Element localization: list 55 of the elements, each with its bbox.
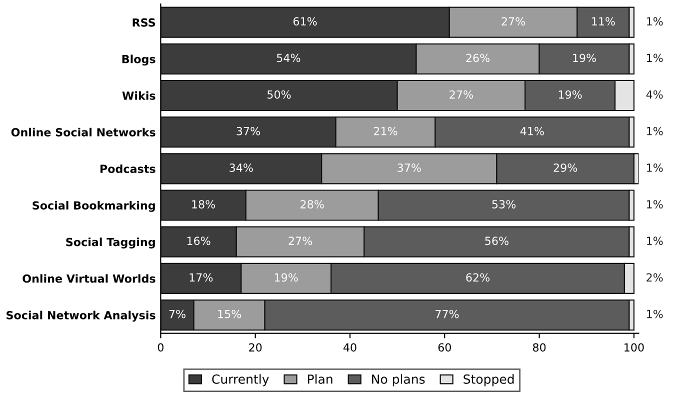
data-label: 16% [187,236,210,246]
legend-label: Currently [212,374,269,386]
data-label: 37% [236,126,260,136]
data-label: 56% [485,236,508,246]
data-label: 2% [646,273,663,282]
data-label: 62% [466,273,490,282]
data-label: 27% [502,17,525,26]
x-tick-label: 0 [158,343,164,352]
y-tick-label: Social Bookmarking [32,201,155,212]
data-label: 1% [646,200,663,208]
data-label: 1% [646,310,663,318]
y-tick-label: Blogs [122,54,156,66]
x-tick-label: 40 [343,343,356,352]
data-label: 29% [554,163,578,172]
data-label: 17% [190,273,213,282]
data-label: 15% [218,310,242,318]
data-label: 27% [450,90,473,99]
data-label: 61% [293,17,317,26]
data-label: 27% [288,236,312,246]
data-label: 1% [646,126,663,136]
y-tick-label: Online Social Networks [11,128,156,136]
data-label: 7% [169,310,186,318]
data-label: 19% [573,54,596,62]
data-label: 34% [230,163,253,172]
legend-label: Stopped [464,374,514,386]
data-label: 19% [558,90,582,99]
data-label: 21% [374,126,398,136]
data-label: 37% [398,163,421,172]
x-tick-label: 60 [438,343,451,352]
data-label: 28% [300,200,324,208]
data-label: 11% [592,17,615,26]
data-label: 26% [466,54,490,62]
y-tick-label: Social Tagging [66,238,155,248]
data-label: 1% [646,17,663,26]
data-label: 1% [646,236,663,246]
x-tick-label: 100 [624,343,644,352]
data-label: 50% [268,90,291,99]
data-label: 41% [520,126,544,136]
data-label: 1% [646,54,663,62]
data-label: 53% [492,200,516,208]
data-label: 4% [646,90,663,99]
y-tick-label: Social Network Analysis [6,310,156,322]
x-tick-label: 20 [249,343,262,352]
y-tick-label: Wikis [122,91,156,100]
data-label: 77% [436,310,459,318]
y-tick-label: Podcasts [100,164,156,174]
data-label: 19% [274,273,298,282]
data-label: 54% [276,54,300,62]
y-tick-label: RSS [132,18,156,27]
y-tick-label: Online Virtual Worlds [22,274,156,283]
legend-label: Plan [308,374,332,384]
x-tick-label: 80 [532,343,546,352]
legend-label: No plans [372,374,425,386]
data-label: 18% [192,200,216,208]
data-label: 1% [646,163,663,172]
